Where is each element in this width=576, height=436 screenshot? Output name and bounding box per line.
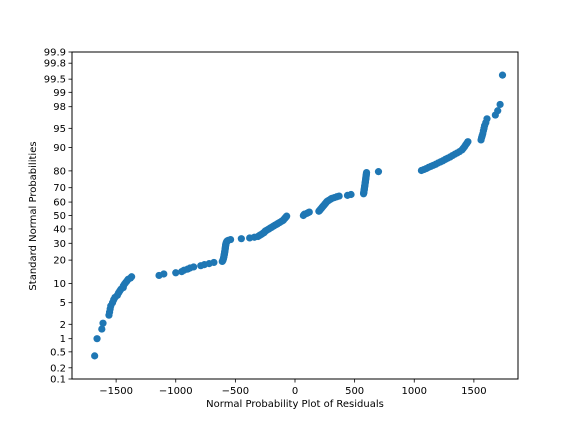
x-tick-label: 1000: [402, 386, 427, 397]
y-tick-label: 30: [53, 239, 66, 250]
data-point: [210, 258, 218, 267]
data-point: [128, 273, 136, 281]
y-tick-label: 0.5: [50, 347, 66, 358]
y-tick-label: 2: [60, 320, 66, 331]
data-point: [99, 319, 107, 327]
y-tick-label: 98: [53, 102, 66, 113]
y-ticks: 0.10.2 0.5 1 2 5 10 20 30 40 50 60 70 80 90 95 98 99 99.5…: [44, 48, 72, 386]
y-tick-label: 40: [53, 224, 66, 235]
y-tick-label: 70: [53, 183, 66, 194]
data-point: [305, 208, 313, 216]
x-tick-label: −1500: [99, 386, 133, 397]
x-tick-label: 0: [292, 386, 298, 397]
data-point: [494, 107, 502, 115]
y-tick-label: 99: [53, 88, 66, 99]
y-tick-label: 20: [53, 256, 66, 267]
x-tick-label: 500: [345, 386, 364, 397]
x-axis-label: Normal Probability Plot of Residuals: [206, 399, 384, 410]
data-point: [335, 192, 343, 200]
data-point: [496, 100, 504, 109]
data-point: [483, 115, 491, 123]
axes-frame: [71, 51, 519, 380]
data-point: [91, 352, 99, 360]
y-tick-label: 50: [53, 211, 66, 222]
y-tick-label: 60: [53, 198, 66, 209]
data-point: [347, 190, 355, 199]
y-tick-label: 90: [53, 143, 66, 154]
data-point: [362, 168, 371, 177]
data-point: [190, 263, 198, 271]
x-tick-label: −500: [222, 386, 249, 397]
data-point: [374, 168, 383, 176]
data-point: [172, 269, 180, 277]
data-point: [498, 71, 507, 79]
y-tick-label: 10: [53, 279, 66, 290]
y-tick-label: 0.2: [50, 363, 66, 374]
points-layer: [91, 71, 507, 360]
data-point: [464, 138, 472, 146]
data-point: [93, 335, 101, 343]
data-point: [160, 270, 168, 278]
data-point: [237, 235, 245, 243]
y-tick-label: 99.9: [44, 48, 66, 59]
x-ticks: −1500 −1000 −500 0 500 1000 1500: [99, 379, 487, 397]
data-point: [227, 235, 235, 244]
x-tick-label: 1500: [461, 386, 486, 397]
data-point: [283, 212, 291, 220]
y-tick-label: 0.1: [50, 375, 66, 386]
data-point: [98, 325, 106, 333]
y-axis-label: Standard Normal Probabilities: [28, 141, 39, 290]
y-tick-label: 80: [53, 166, 66, 177]
y-tick-label: 1: [60, 334, 66, 345]
y-tick-label: 99.8: [44, 59, 66, 70]
x-tick-label: −1000: [159, 386, 193, 397]
y-tick-label: 5: [60, 298, 66, 309]
y-tick-label: 99.5: [44, 75, 66, 86]
y-tick-label: 95: [53, 124, 66, 135]
